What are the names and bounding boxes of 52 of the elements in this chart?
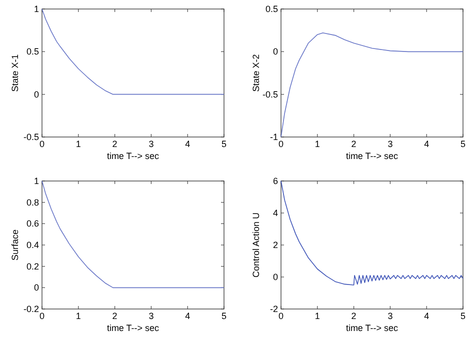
y-tick-label: 0.5 (265, 4, 278, 14)
y-axis-title: State X-2 (251, 54, 261, 92)
y-tick-label: 0.6 (26, 218, 39, 229)
x-tick-label: 2 (351, 311, 356, 321)
line-series (42, 8, 224, 95)
y-tick-label: 1 (34, 176, 39, 186)
x-axis-title: time T--> sec (106, 323, 160, 333)
y-tick-label: 0 (34, 282, 39, 293)
x-tick-label: 1 (314, 139, 320, 149)
y-tick-label: 2 (272, 240, 278, 250)
y-tick-label: -0.5 (262, 89, 278, 100)
x-tick-label: 2 (112, 139, 118, 149)
y-axis-title: Surface (10, 229, 20, 261)
x-tick-label: 4 (424, 311, 430, 321)
y-tick-label: 6 (272, 176, 278, 186)
x-tick-label: 2 (112, 311, 118, 321)
x-tick-label: 4 (185, 311, 190, 321)
x-tick-label: 5 (460, 311, 466, 321)
x-tick-label: 2 (351, 139, 356, 149)
x-tick-label: 5 (460, 139, 466, 149)
x-axis-title: time T--> sec (346, 323, 399, 333)
line-series (280, 32, 464, 138)
y-tick-label: 4 (272, 208, 278, 218)
x-axis-title: time T--> sec (106, 151, 160, 161)
y-tick-label: 0.4 (26, 240, 39, 250)
y-axis-title: State X-1 (10, 54, 20, 92)
y-tick-label: 0.5 (26, 46, 39, 57)
x-tick-label: 3 (388, 139, 393, 149)
x-tick-label: 4 (185, 139, 190, 149)
x-axis-title: time T--> sec (346, 151, 399, 161)
x-tick-label: 3 (148, 139, 154, 149)
x-tick-label: 3 (148, 311, 154, 321)
y-tick-label: -0.2 (23, 304, 39, 314)
x-tick-label: 3 (388, 311, 393, 321)
x-tick-label: 1 (76, 139, 81, 149)
y-tick-label: 0 (272, 272, 278, 282)
y-tick-label: 0 (34, 89, 39, 100)
x-tick-label: 4 (424, 139, 430, 149)
y-tick-label: 0.8 (26, 197, 39, 208)
y-axis-title: Control Action U (251, 212, 261, 278)
y-tick-label: -0.5 (23, 132, 39, 142)
y-tick-label: 0 (272, 46, 278, 57)
line-series (42, 180, 224, 288)
y-tick-label: -1 (270, 132, 278, 142)
line-series (280, 180, 464, 286)
y-tick-label: 1 (34, 4, 39, 14)
y-tick-label: 0.2 (26, 261, 39, 272)
x-tick-label: 5 (221, 139, 227, 149)
x-tick-label: 5 (221, 311, 227, 321)
x-tick-label: 1 (76, 311, 81, 321)
y-tick-label: -2 (270, 304, 278, 314)
x-tick-label: 1 (314, 311, 320, 321)
